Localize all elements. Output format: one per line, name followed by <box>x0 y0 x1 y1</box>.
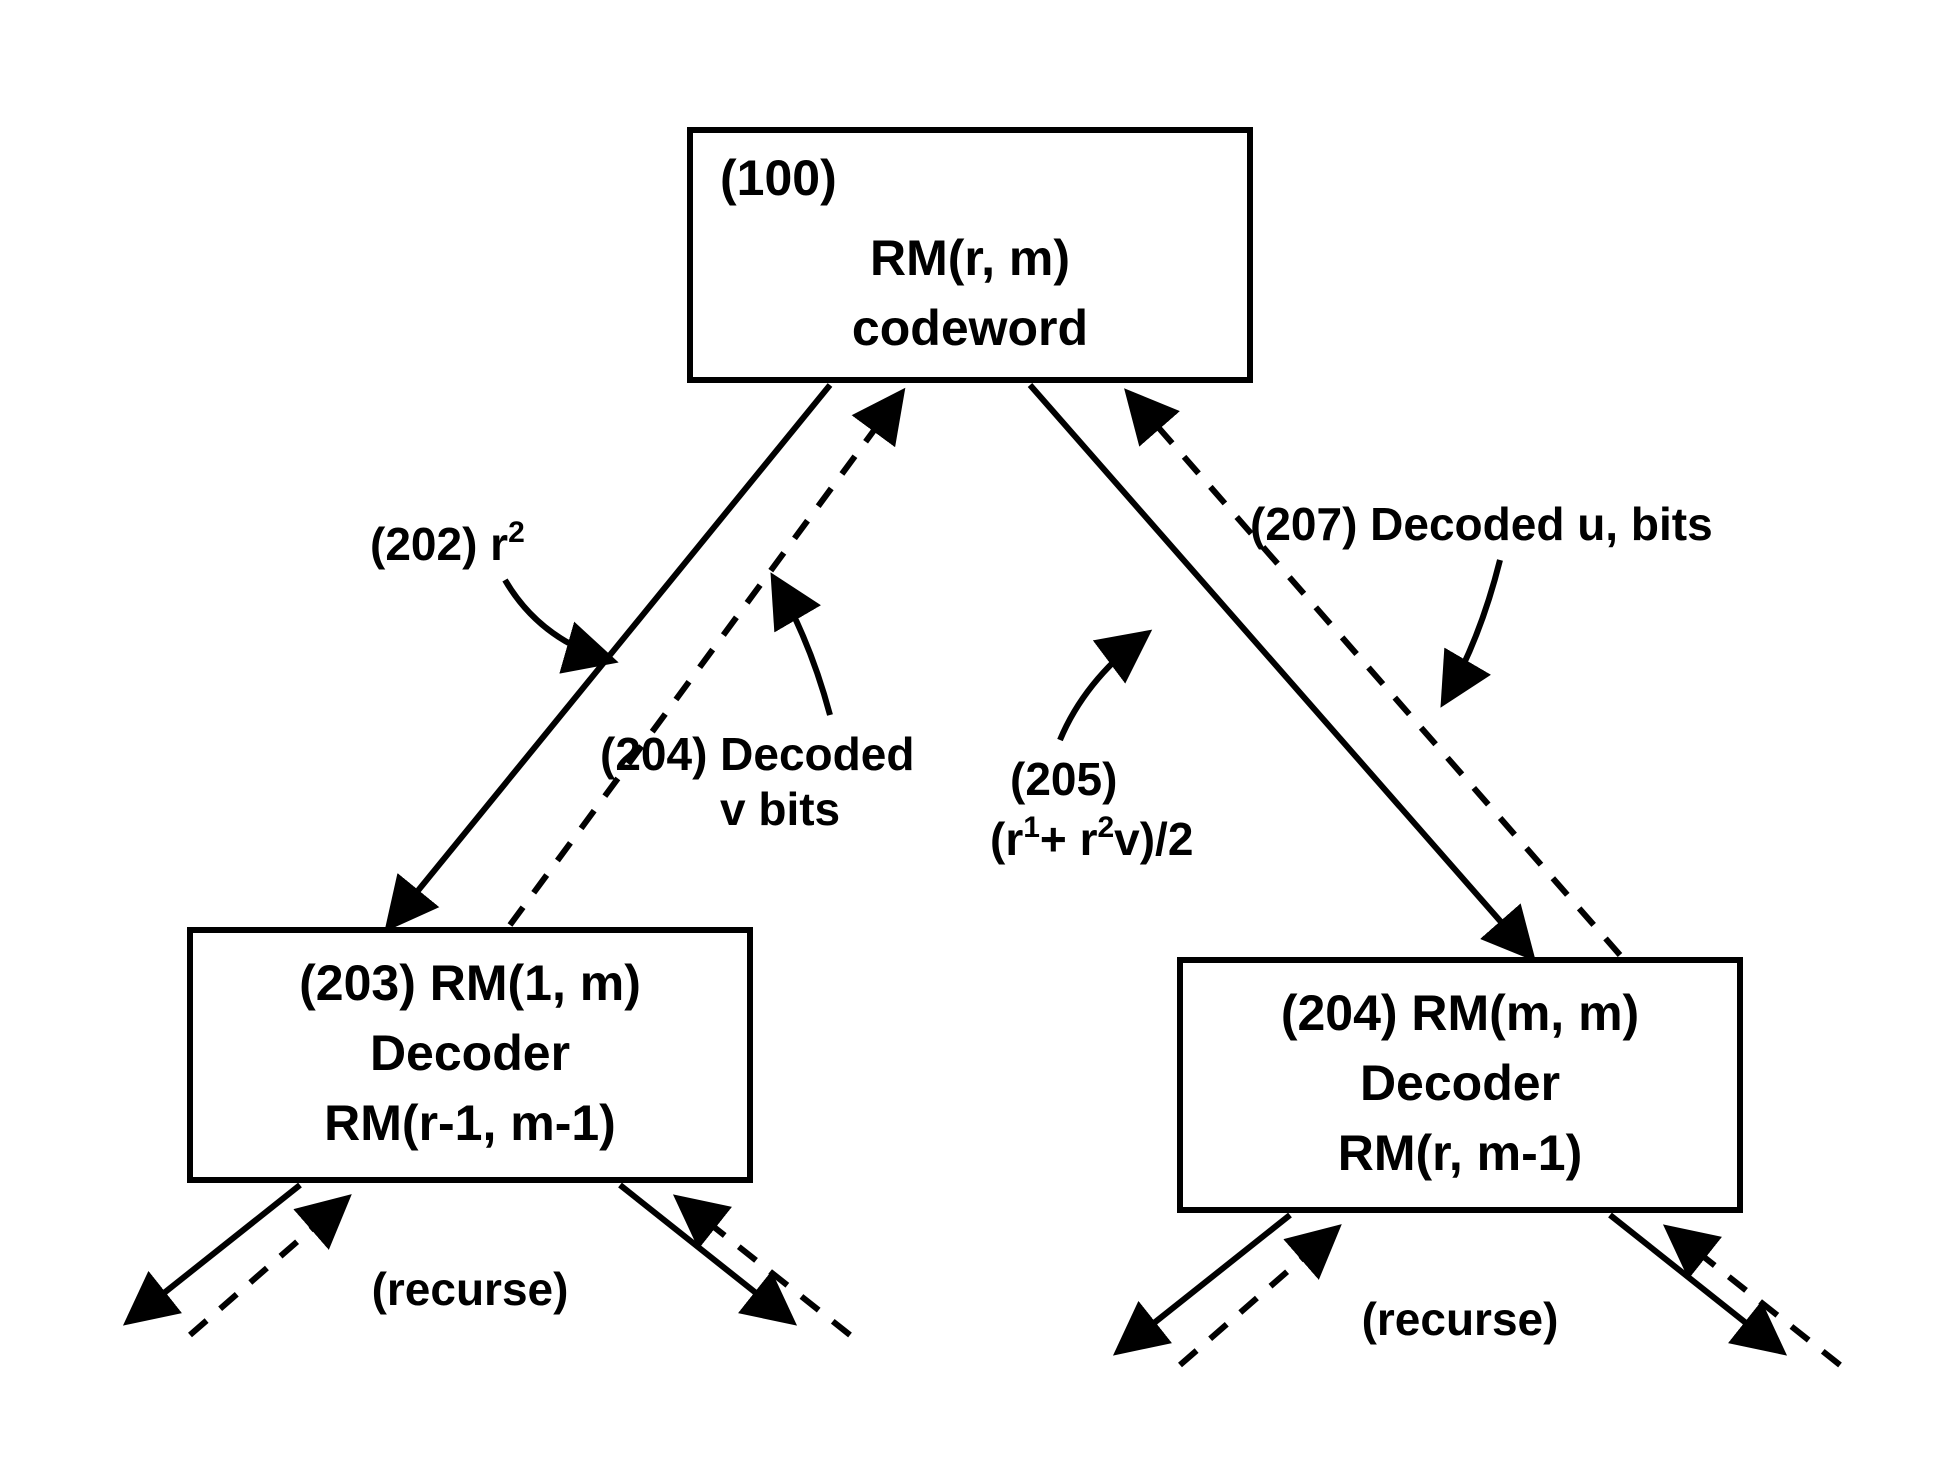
svg-text:v bits: v bits <box>720 783 840 835</box>
rm-decoder-diagram: (100) RM(r, m) codeword (203) RM(1, m) D… <box>0 0 1935 1459</box>
recurse-left: (recurse) <box>130 1185 850 1335</box>
svg-text:(r1+ r2v)/2: (r1+ r2v)/2 <box>990 811 1193 865</box>
recurse-right-label: (recurse) <box>1362 1293 1559 1345</box>
recurse-left-label: (recurse) <box>372 1263 569 1315</box>
node-left-line2: RM(r-1, m-1) <box>324 1095 616 1151</box>
node-right-id: (204) RM(m, m) <box>1281 985 1639 1041</box>
node-right-line1: Decoder <box>1360 1055 1560 1111</box>
label-204: (204) Decoded v bits <box>600 580 914 835</box>
edge-202 <box>390 385 830 925</box>
node-left-id: (203) RM(1, m) <box>299 955 641 1011</box>
pointer-204 <box>775 580 830 715</box>
node-left-line1: Decoder <box>370 1025 570 1081</box>
svg-text:(204) Decoded: (204) Decoded <box>600 728 914 780</box>
edge-207 <box>1130 395 1620 955</box>
label-205: (205) (r1+ r2v)/2 <box>990 635 1193 865</box>
node-left-decoder: (203) RM(1, m) Decoder RM(r-1, m-1) <box>190 930 750 1180</box>
label-202: (202) r2 <box>370 516 610 660</box>
pointer-202 <box>505 580 610 660</box>
node-codeword-id: (100) <box>720 150 837 206</box>
node-right-line2: RM(r, m-1) <box>1338 1125 1582 1181</box>
svg-text:(202) r2: (202) r2 <box>370 516 525 570</box>
pointer-207 <box>1445 560 1500 700</box>
node-right-decoder: (204) RM(m, m) Decoder RM(r, m-1) <box>1180 960 1740 1210</box>
node-codeword-line2: codeword <box>852 300 1088 356</box>
pointer-205 <box>1060 635 1145 740</box>
node-codeword-line1: RM(r, m) <box>870 230 1070 286</box>
label-207: (207) Decoded u, bits <box>1250 498 1713 700</box>
recurse-right: (recurse) <box>1120 1215 1840 1365</box>
node-codeword: (100) RM(r, m) codeword <box>690 130 1250 380</box>
svg-text:(207) Decoded u, bits: (207) Decoded u, bits <box>1250 498 1713 550</box>
edge-204 <box>510 395 900 925</box>
svg-text:(205): (205) <box>1010 753 1117 805</box>
